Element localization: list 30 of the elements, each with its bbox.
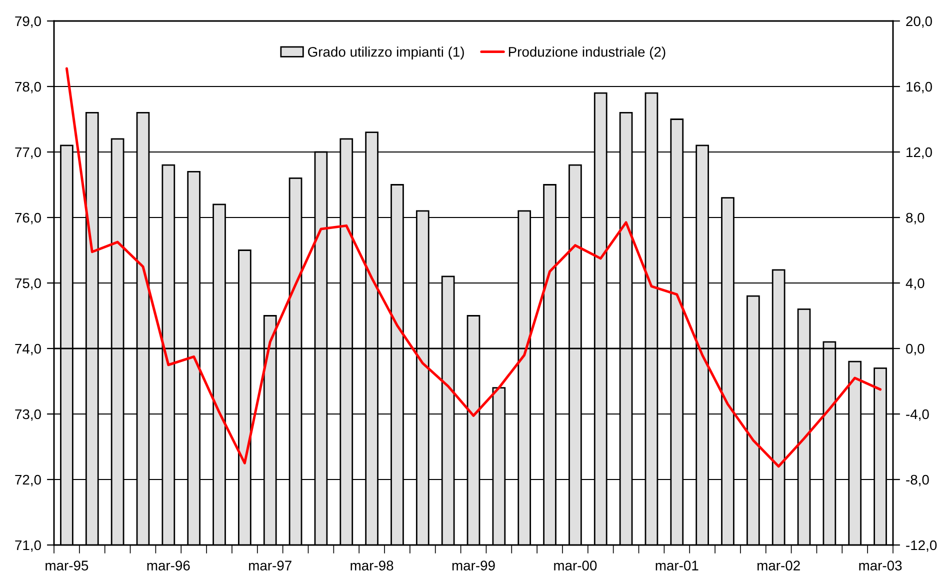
y2-tick-label: 0,0 [906, 344, 924, 356]
x-tick-label: mar-99 [452, 560, 495, 570]
y2-tick-label: 4,0 [906, 278, 924, 290]
y-tick-label: 71,0 [15, 540, 41, 552]
y-tick-label: 73,0 [15, 409, 41, 421]
y-tick-label: 78,0 [15, 82, 41, 94]
x-tick-label: mar-03 [859, 560, 902, 570]
x-tick-label: mar-02 [758, 560, 800, 570]
x-tick-label: mar-96 [147, 560, 190, 570]
y2-tick-label: -12,0 [906, 540, 937, 552]
x-tick-label: mar-97 [249, 560, 292, 570]
y2-tick-label: -8,0 [906, 474, 929, 486]
y2-tick-label: 16,0 [906, 82, 932, 94]
y-tick-label: 74,0 [15, 344, 41, 356]
legend-label: Grado utilizzo impianti (1) [308, 46, 464, 60]
x-tick-label: mar-01 [656, 560, 698, 570]
y2-tick-label: 8,0 [906, 212, 924, 224]
y2-tick-label: 12,0 [906, 147, 932, 159]
y-tick-label: 72,0 [15, 474, 41, 486]
y-tick-label: 77,0 [15, 147, 41, 159]
y-tick-label: 76,0 [15, 212, 41, 224]
line-series [65, 67, 882, 468]
y-tick-label: 79,0 [15, 16, 41, 28]
y2-tick-label: -4,0 [906, 409, 929, 421]
x-tick-label: mar-95 [46, 560, 88, 570]
y2-tick-label: 20,0 [906, 16, 932, 28]
x-tick-label: mar-00 [554, 560, 597, 570]
x-tick-label: mar-98 [350, 560, 394, 570]
legend-label: Produzione industriale (2) [508, 46, 666, 60]
y-tick-label: 75,0 [15, 278, 41, 290]
